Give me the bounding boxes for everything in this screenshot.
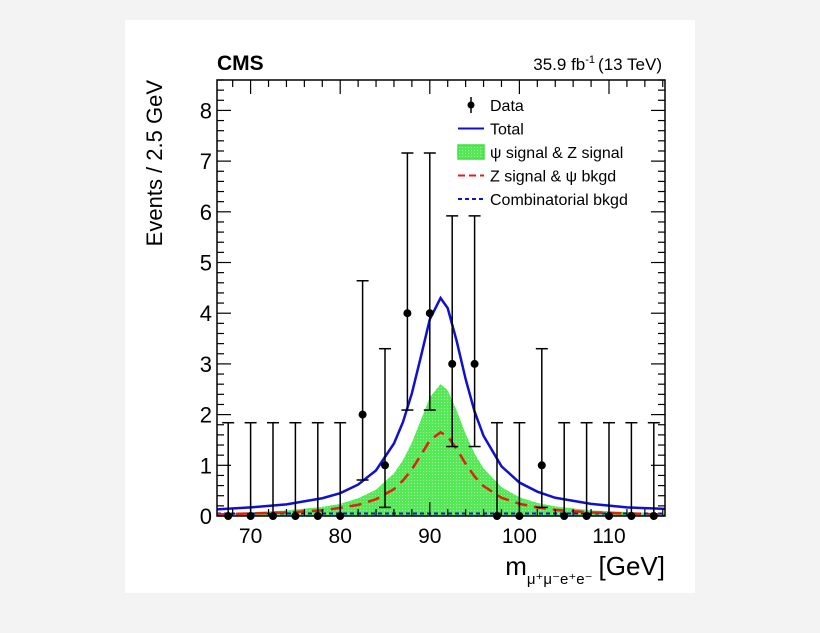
x-tick-label: 110 [592, 525, 625, 548]
y-tick-label: 2 [200, 403, 212, 428]
y-tick-label: 5 [200, 251, 212, 276]
y-axis-label: Events / 2.5 GeV [142, 80, 167, 247]
data-point [470, 359, 479, 368]
legend-data-marker [467, 101, 475, 109]
legend-label: Total [490, 122, 524, 139]
legend-label: Data [490, 98, 524, 115]
data-point [358, 410, 367, 419]
x-tick-label: 90 [418, 525, 441, 548]
data-point [403, 309, 412, 318]
x-tick-label: 80 [329, 525, 352, 548]
legend-label: Combinatorial bkgd [490, 192, 628, 209]
y-tick-label: 4 [200, 301, 212, 326]
y-tick-label: 8 [200, 98, 212, 123]
plot-area: 70 80 90 100 110 0 1 2 3 4 5 6 7 8 [200, 79, 666, 548]
x-tick-label: 70 [239, 525, 262, 548]
y-tick-label: 3 [200, 352, 212, 377]
x-tick-label: 100 [502, 525, 537, 548]
data-point [381, 461, 389, 470]
data-point [425, 309, 434, 318]
plot-frame [216, 79, 666, 517]
legend: Data Total ψ signal & Z signal Z signal & ψ… [457, 97, 628, 209]
signal-fill-area [217, 384, 665, 516]
x-axis-label: mμ⁺μ⁻e⁺e⁻ [GeV] [505, 551, 665, 588]
legend-label: Z signal & ψ bkgd [490, 169, 616, 186]
data-point [448, 359, 457, 368]
legend-label: ψ signal & Z signal [490, 145, 623, 162]
y-tick-label: 1 [200, 453, 212, 478]
y-tick-label: 0 [200, 504, 212, 529]
y-tick-label: 6 [200, 200, 212, 225]
experiment-label: CMS [217, 52, 264, 75]
legend-signal-swatch [457, 144, 485, 160]
luminosity-label: 35.9 fb-1 (13 TeV) [533, 54, 662, 74]
y-tick-label: 7 [200, 149, 212, 174]
data-point [537, 461, 546, 470]
